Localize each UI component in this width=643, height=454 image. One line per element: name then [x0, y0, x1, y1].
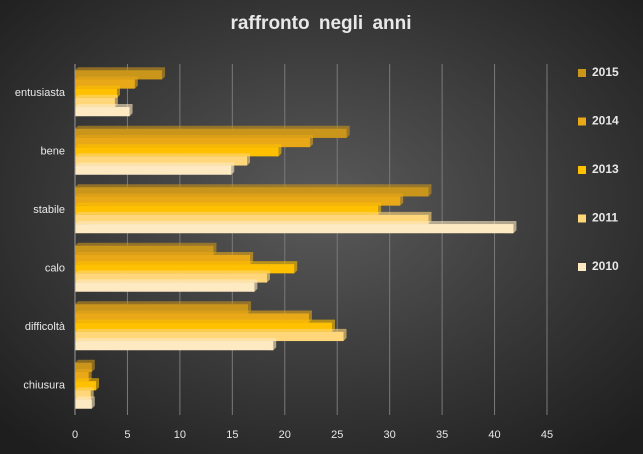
bar: [75, 187, 429, 197]
x-tick-label: 30: [384, 429, 396, 441]
x-tick-label: 5: [124, 429, 130, 441]
y-tick-label: chiusura: [23, 380, 65, 392]
bar: [75, 214, 429, 225]
legend-label: 2015: [592, 65, 619, 79]
y-tick-label: bene: [41, 146, 65, 158]
bar: [75, 156, 248, 166]
bar: [75, 304, 249, 314]
bar: [75, 399, 92, 409]
legend-label: 2013: [592, 162, 619, 176]
x-tick-label: 25: [331, 429, 343, 441]
bar: [75, 264, 295, 274]
bar: [75, 381, 96, 391]
bar: [75, 322, 332, 332]
bar: [75, 341, 274, 351]
bar: [75, 331, 344, 342]
bar: [75, 196, 401, 206]
y-tick-label: calo: [45, 263, 65, 275]
legend-swatch: [578, 214, 586, 223]
bar: [75, 273, 267, 283]
legend-label: 2014: [592, 114, 619, 128]
legend-swatch: [578, 166, 586, 174]
legend-swatch: [578, 263, 586, 271]
y-tick-label: stabile: [33, 204, 65, 216]
bar: [75, 137, 310, 148]
x-tick-label: 40: [488, 429, 500, 441]
x-tick-label: 20: [279, 429, 291, 441]
bar: [75, 70, 163, 80]
bar: [75, 97, 115, 108]
bar: [75, 88, 117, 98]
bar: [75, 282, 255, 292]
x-tick-label: 15: [226, 429, 238, 441]
bar: [75, 107, 130, 117]
bar: [75, 205, 379, 215]
y-tick-label: difficoltà: [25, 321, 66, 333]
bar: [75, 371, 89, 382]
chart-title: raffronto negli anni: [230, 13, 411, 34]
legend-label: 2011: [592, 211, 618, 225]
x-tick-label: 45: [541, 429, 553, 441]
bar: [75, 313, 309, 323]
bar: [75, 362, 92, 372]
bar: [75, 128, 347, 138]
bar: [75, 165, 232, 175]
x-tick-label: 35: [436, 429, 448, 441]
bar: [75, 79, 135, 89]
bar: [75, 147, 279, 157]
bar: [75, 390, 91, 400]
legend-swatch: [578, 117, 586, 126]
x-tick-label: 0: [72, 429, 78, 441]
x-tick-label: 10: [174, 429, 186, 441]
y-tick-label: entusiasta: [15, 87, 66, 99]
bar: [75, 245, 214, 255]
bar: [75, 224, 514, 234]
legend-swatch: [578, 69, 586, 77]
legend-label: 2010: [592, 259, 619, 273]
bar: [75, 254, 251, 265]
